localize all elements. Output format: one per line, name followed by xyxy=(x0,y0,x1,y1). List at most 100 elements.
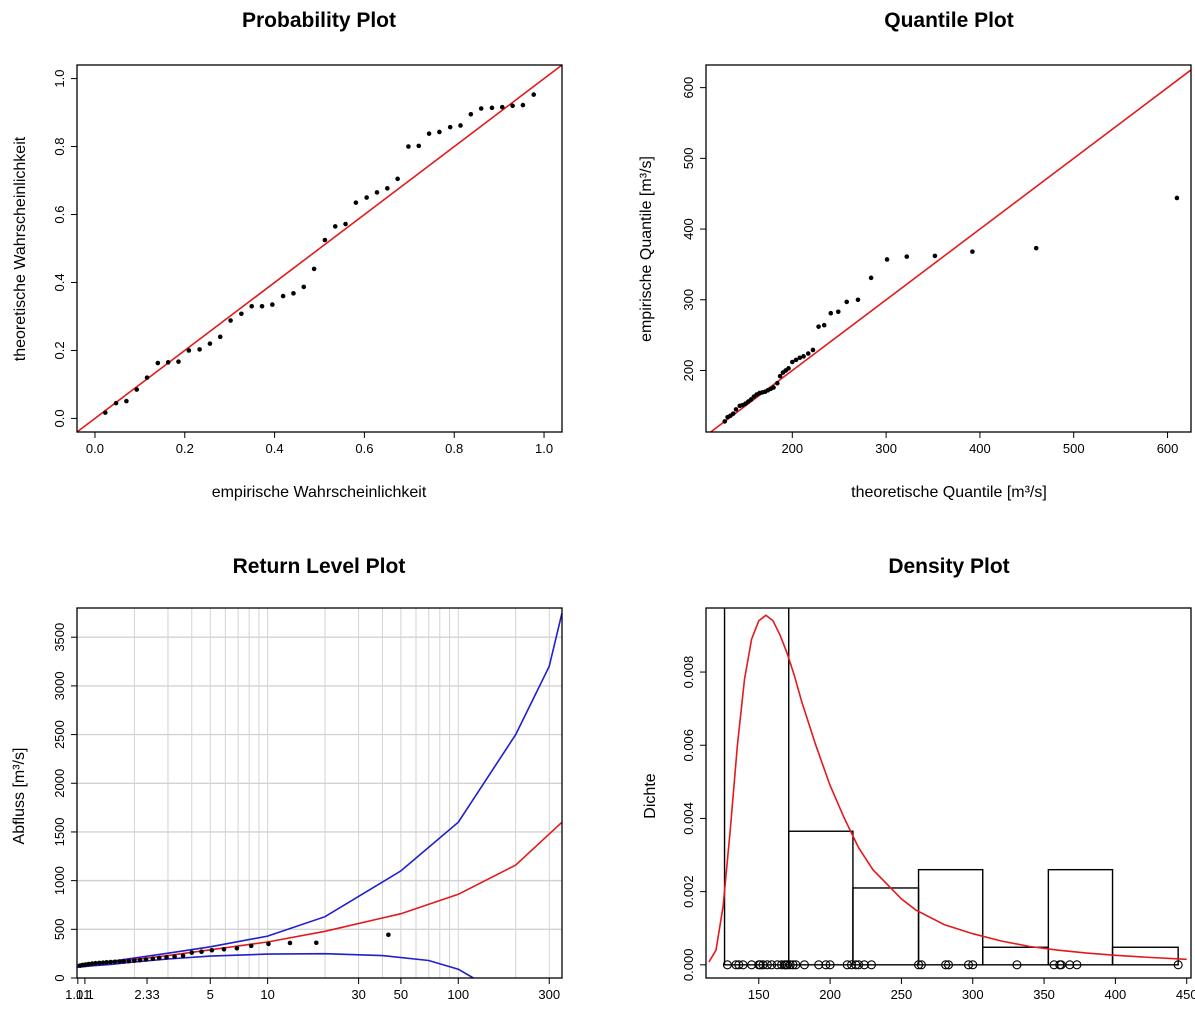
rl-observed-point xyxy=(100,960,106,965)
quant-point xyxy=(793,357,799,363)
rl-observed-point xyxy=(126,958,132,964)
quant-point xyxy=(1174,195,1180,201)
dens-observation-circle xyxy=(777,960,787,970)
prob-point xyxy=(343,221,348,227)
prob-point xyxy=(124,398,129,404)
rl-observed-point xyxy=(199,949,204,955)
rl-lower-ci-line xyxy=(77,952,474,978)
dens-histogram-bar xyxy=(852,887,920,966)
rl-observed-point xyxy=(386,932,391,938)
prob-point xyxy=(155,360,161,366)
dens-xtick-label: 250 xyxy=(891,987,913,1002)
rl-observed-point xyxy=(287,940,293,946)
quant-point xyxy=(1033,245,1039,251)
prob-xtick-label: 0.0 xyxy=(86,441,104,456)
rl-xtick-label: 1.1 xyxy=(76,987,94,1002)
dens-observation-circle xyxy=(821,960,831,970)
dens-observation-circle xyxy=(731,960,741,970)
dens-observation-circle xyxy=(943,960,954,970)
rl-frame xyxy=(76,607,563,979)
dens-bars xyxy=(723,608,1179,966)
prob-point xyxy=(291,291,296,296)
rl-xtick-label: 100 xyxy=(447,987,469,1002)
rl-observed-point xyxy=(117,959,122,964)
rl-observed-point xyxy=(156,955,162,961)
rl-observed-point xyxy=(180,953,186,959)
rl-observed-point xyxy=(104,960,109,965)
quantile-plot-marks: 200 300 400 500 600 200 300 400 500 600 xyxy=(681,64,1192,456)
rl-observed-point xyxy=(209,947,215,953)
prob-point xyxy=(478,106,484,111)
rl-observed-point xyxy=(266,941,271,947)
prob-point xyxy=(280,293,286,299)
prob-point xyxy=(270,302,275,307)
rl-fitted-line xyxy=(77,821,562,967)
quant-point xyxy=(932,253,938,259)
prob-ytick-label: 0.4 xyxy=(52,273,67,291)
dens-ytick-label: 0.008 xyxy=(681,656,696,689)
prob-ytick-label: 1.0 xyxy=(52,70,67,88)
dens-observation-circle xyxy=(963,960,974,970)
quant-point xyxy=(733,407,739,412)
prob-point xyxy=(374,190,380,195)
quant-point xyxy=(790,359,795,365)
quant-diagonal-line xyxy=(710,69,1192,433)
prob-point xyxy=(447,124,453,130)
rl-observed-point xyxy=(132,958,137,963)
dens-frame xyxy=(705,607,1192,979)
probability-plot: Probability Plot empirische Wahrscheinli… xyxy=(12,9,563,501)
dens-observation-circle xyxy=(854,960,864,970)
quant-point xyxy=(805,351,811,356)
dens-observation-circle xyxy=(747,960,757,970)
dens-observation-circle xyxy=(782,960,792,970)
dens-observation-circle xyxy=(1012,960,1022,970)
quant-point xyxy=(777,373,783,379)
rl-observed-point xyxy=(248,943,254,949)
rl-ytick-label: 500 xyxy=(52,918,67,940)
dens-ytick-label: 0.006 xyxy=(681,729,696,762)
rl-xtick-label: 300 xyxy=(538,987,560,1002)
dens-observation-circle xyxy=(866,960,877,970)
prob-point xyxy=(385,186,390,191)
prob-ytick-label: 0.2 xyxy=(52,341,67,359)
quant-point xyxy=(748,397,754,402)
prob-point xyxy=(322,237,328,243)
rl-lines xyxy=(77,612,562,978)
prob-point xyxy=(301,284,307,290)
return-level-plot: Return Level Plot Abfluss [m³/s] 1.011.1… xyxy=(11,555,563,1002)
prob-point xyxy=(520,102,526,108)
rl-observed-point xyxy=(97,960,102,966)
dens-observation-circle xyxy=(814,960,824,970)
rl-upper-ci-line xyxy=(77,612,562,966)
dens-observation-circle xyxy=(755,960,765,970)
quant-point xyxy=(868,275,874,281)
rl-xtick-label: 10 xyxy=(260,987,274,1002)
dens-observation-circle xyxy=(788,960,798,970)
dens-observation-circle xyxy=(851,960,861,970)
return-level-plot-marks: 1.011.1 2.33 5 10 30 50 100 3000500100015002000… xyxy=(52,607,563,1002)
dens-observation-circle xyxy=(968,960,978,970)
probability-plot-ylabel: theoretische Wahrscheinlichkeit xyxy=(12,136,29,361)
dens-histogram-bar xyxy=(917,868,984,966)
prob-point xyxy=(416,143,422,149)
quantile-plot-title: Quantile Plot xyxy=(884,9,1014,32)
density-plot-title: Density Plot xyxy=(888,555,1009,578)
dens-xtick-label: 150 xyxy=(748,987,770,1002)
quant-ytick-label: 400 xyxy=(681,218,696,240)
rl-observed-point xyxy=(137,957,143,963)
dens-observation-circle xyxy=(825,960,835,970)
rl-observed-point xyxy=(143,957,149,962)
dens-histogram-bar xyxy=(723,608,790,966)
prob-point xyxy=(426,131,432,136)
rl-observed-point xyxy=(172,954,177,959)
prob-point xyxy=(228,318,233,323)
prob-point xyxy=(332,224,338,229)
prob-point xyxy=(217,334,223,340)
dens-ytick-label: 0.002 xyxy=(681,875,696,908)
quantile-plot: Quantile Plot theoretische Quantile [m³/… xyxy=(638,9,1192,501)
dens-observation-circle xyxy=(772,960,782,970)
rl-observed-point xyxy=(108,959,113,965)
rl-ytick-label: 2500 xyxy=(52,720,67,749)
dens-observation-circle xyxy=(1072,960,1082,970)
prob-point xyxy=(113,400,119,406)
